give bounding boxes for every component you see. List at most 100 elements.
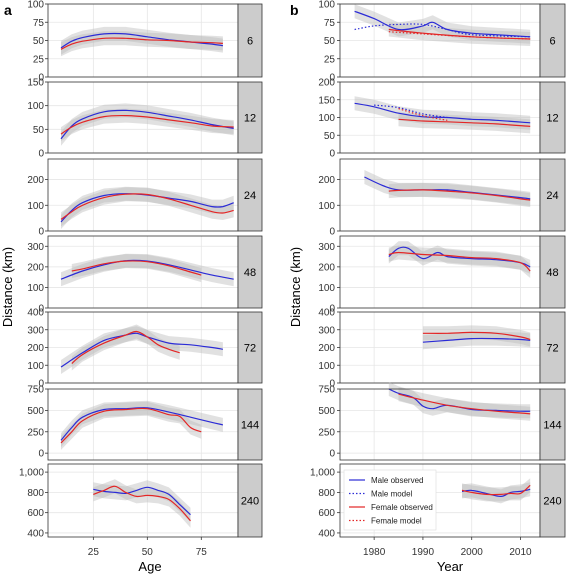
- series-line-female-observed: [60, 114, 234, 135]
- legend: Male observed Male model Female observed Fe…: [343, 469, 437, 531]
- y-tick-label: 150: [318, 95, 335, 106]
- legend-entry: Male model: [371, 490, 413, 499]
- series-line-male-observed: [93, 486, 191, 516]
- series-line-male-observed: [422, 337, 531, 343]
- y-tick-label: 200: [27, 262, 44, 273]
- y-tick-label: 100: [318, 361, 335, 372]
- facet-strip-label: 48: [546, 267, 558, 279]
- legend-entry: Female model: [371, 517, 422, 526]
- y-tick-label: 200: [27, 343, 44, 354]
- facet-b-6: 0 25 50 75 100 6: [318, 0, 566, 84]
- y-tick-label: 50: [33, 125, 45, 136]
- series-line-male-model: [374, 104, 448, 119]
- x-tick-label: 2010: [509, 547, 532, 558]
- y-tick-label: 100: [27, 361, 44, 372]
- series-line-female-observed: [398, 393, 531, 415]
- confidence-ribbon: [462, 478, 531, 502]
- series-line-female-observed: [60, 37, 223, 50]
- confidence-ribbon: [61, 253, 234, 287]
- facet-a-6: 0 25 50 75 100 6: [27, 0, 263, 84]
- y-tick-label: 200: [318, 175, 335, 186]
- facet-a-48: 0 100 200 300 48: [27, 235, 263, 315]
- facet-strip: [237, 311, 263, 384]
- confidence-ribbon: [354, 96, 531, 130]
- confidence-ribbon: [398, 387, 531, 421]
- panel-b-label: b: [290, 2, 299, 18]
- y-tick-label: 300: [27, 242, 44, 253]
- legend-entry: Female observed: [371, 503, 433, 512]
- series-line-female-observed: [60, 193, 234, 220]
- facet-strip-label: 240: [241, 496, 259, 508]
- facet-strip-label: 6: [549, 36, 555, 48]
- y-tick-label: 300: [318, 242, 335, 253]
- series-line-male-observed: [461, 488, 531, 498]
- y-tick-label: 400: [27, 308, 44, 319]
- y-tick-label: 0: [38, 379, 44, 390]
- y-tick-label: 400: [27, 528, 44, 539]
- facet-b-240: 400 600 800 1,000 240 1980 1990 2000 2010 Male ob…: [310, 463, 566, 558]
- series-line-female-observed: [422, 331, 531, 341]
- y-tick-label: 750: [27, 385, 44, 396]
- facet-strip: [237, 158, 263, 232]
- y-tick-label: 250: [27, 427, 44, 438]
- y-tick-label: 400: [318, 308, 335, 319]
- facet-a-24: 0 100 200 24: [27, 158, 263, 238]
- series-line-female-observed: [398, 118, 531, 127]
- y-tick-label: 200: [27, 175, 44, 186]
- facet-background: [340, 389, 540, 460]
- y-tick-label: 100: [318, 113, 335, 124]
- facet-a-240: 400 600 800 1,000 240 25 50 75: [19, 463, 263, 558]
- x-tick-label: 50: [142, 547, 154, 558]
- facet-strip: [539, 463, 566, 538]
- y-tick-label: 1,000: [310, 468, 335, 479]
- series-line-female-observed: [60, 407, 202, 444]
- confidence-ribbon: [462, 482, 531, 504]
- panel-a-label: a: [4, 2, 12, 18]
- series-line-female-model: [398, 108, 448, 121]
- confidence-ribbon: [364, 170, 531, 206]
- series-line-female-observed: [388, 189, 531, 201]
- facet-background: [340, 236, 540, 308]
- series-line-male-observed: [354, 102, 531, 124]
- facet-strip: [539, 158, 566, 232]
- facet-strip-label: 144: [241, 420, 259, 432]
- series-line-female-observed: [93, 485, 191, 522]
- facet-background: [48, 82, 238, 153]
- facet-b-24: 0 100 200 24: [318, 158, 566, 238]
- y-tick-label: 100: [318, 0, 335, 11]
- y-tick-label: 300: [27, 325, 44, 336]
- facet-strip-label: 144: [543, 420, 561, 432]
- facet-strip-label: 72: [244, 343, 256, 355]
- series-line-male-observed: [60, 332, 223, 368]
- panel-a-ylabel: Distance (km): [0, 247, 15, 327]
- confidence-ribbon: [422, 331, 531, 350]
- facet-strip-label: 24: [244, 190, 256, 202]
- facet-background: [340, 159, 540, 231]
- facet-a-144: 0 250 500 750 144: [27, 385, 263, 461]
- y-tick-label: 0: [329, 449, 335, 460]
- y-tick-label: 200: [318, 78, 335, 89]
- y-tick-label: 400: [318, 528, 335, 539]
- facet-strip-label: 24: [546, 190, 558, 202]
- facet-b-12: 0 50 100 150 200 12: [318, 78, 566, 160]
- confidence-ribbon: [388, 22, 531, 46]
- facet-strip: [237, 81, 263, 154]
- confidence-ribbon: [61, 326, 223, 374]
- facet-strip-label: 12: [546, 113, 558, 125]
- y-tick-label: 0: [38, 304, 44, 315]
- y-tick-label: 1,000: [19, 468, 44, 479]
- y-tick-label: 100: [27, 283, 44, 294]
- series-line-male-observed: [60, 32, 223, 49]
- panel-b-ylabel: Distance (km): [288, 247, 303, 327]
- y-tick-label: 0: [329, 304, 335, 315]
- y-tick-label: 750: [318, 385, 335, 396]
- series-line-male-observed: [354, 10, 531, 38]
- facet-strip: [237, 3, 263, 78]
- series-line-male-observed: [364, 176, 531, 200]
- y-tick-label: 0: [38, 149, 44, 160]
- y-tick-label: 50: [324, 36, 336, 47]
- y-tick-label: 600: [318, 508, 335, 519]
- facet-strip: [539, 81, 566, 154]
- series-line-male-observed: [388, 388, 531, 412]
